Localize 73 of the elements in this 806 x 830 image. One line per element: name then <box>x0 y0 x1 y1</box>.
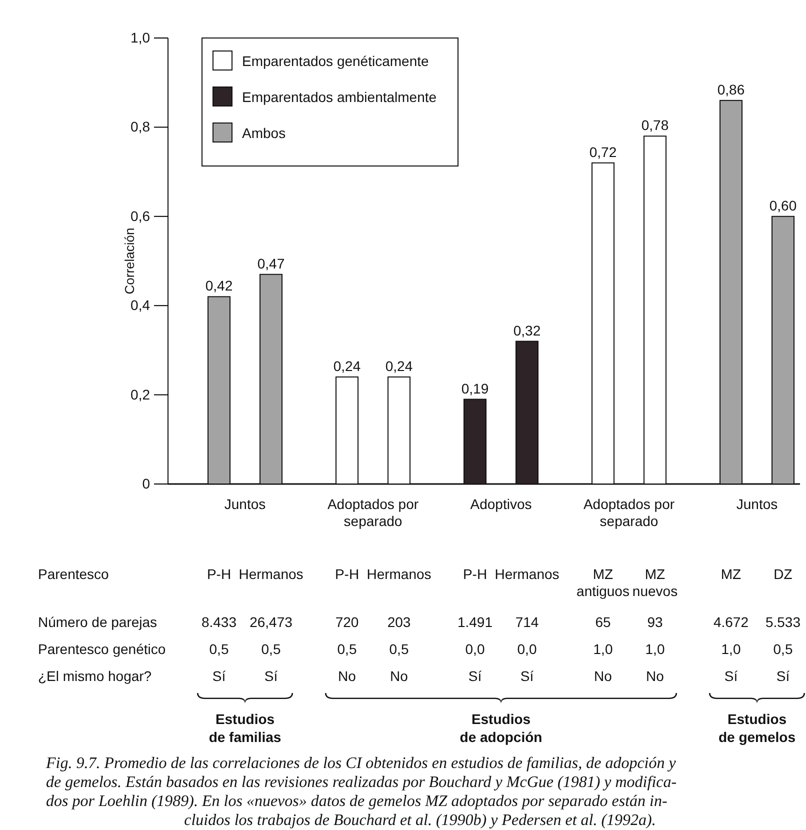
text: Número de parejas <box>38 614 158 630</box>
text: 65 <box>595 614 611 630</box>
data-label: 0,24 <box>385 358 413 374</box>
data-label: 0,72 <box>589 144 617 160</box>
data-label: 0,78 <box>641 117 669 134</box>
x-tick-label: MZ <box>720 566 742 582</box>
legend-label: Emparentados genéticamente <box>242 53 429 69</box>
text: 1,0 <box>645 641 665 657</box>
y-tick-label: 0 <box>142 475 150 492</box>
data-label: 0,86 <box>717 81 745 98</box>
text: Adoptados por separado <box>327 496 419 529</box>
text: 203 <box>387 614 411 630</box>
x-tick-label: Hermanos <box>238 566 304 582</box>
text: Sí <box>520 668 534 684</box>
text: Juntos <box>224 496 266 512</box>
text: Estudios de gemelos <box>718 711 796 745</box>
x-tick-label: MZ nuevos <box>632 566 678 599</box>
text: No <box>390 668 408 684</box>
data-label: 0,24 <box>333 358 361 374</box>
text: 0,5 <box>389 641 409 657</box>
text: 0,0 <box>517 641 537 657</box>
x-tick-label: P-H <box>334 566 360 582</box>
legend-label: Ambos <box>242 125 286 141</box>
text: Adoptados por separado <box>583 496 675 529</box>
x-tick-label: P-H <box>206 566 232 582</box>
text: Sí <box>468 668 482 684</box>
text: 26,473 <box>250 614 293 630</box>
text: Parentesco genético <box>38 641 166 657</box>
text: 0,0 <box>465 641 485 657</box>
data-label: 0,32 <box>513 322 541 338</box>
y-tick-label: 0,8 <box>130 118 150 135</box>
text: 0,5 <box>261 641 281 657</box>
text: 1,0 <box>593 641 613 657</box>
y-tick-label: 0,4 <box>130 297 150 314</box>
text: Sí <box>264 668 278 684</box>
caption: Fig. 9.7. Promedio de las correlaciones de los CI obtenidos en estudios de familias, de adopción y de gemelos. Están basados en las revisiones realizadas por Bouchard y McGue (1981) y modifica- dos por Loehlin (1989). En los «nuevos» datos de gemelos MZ adoptados por separado están in- cluidos los trabajos de Bouchard et al. (1990b) y Pedersen et al. (1992a). <box>45 755 677 829</box>
text: 1.491 <box>457 614 493 630</box>
data-label: 0,19 <box>461 380 489 396</box>
text: No <box>594 668 612 684</box>
x-tick-label: Hermanos <box>366 566 432 582</box>
text: No <box>646 668 664 684</box>
x-tick-label: P-H <box>462 566 488 582</box>
text: 8.433 <box>201 614 237 630</box>
text: Estudios de familias <box>208 711 282 745</box>
text: Sí <box>724 668 738 684</box>
text: 0,5 <box>773 641 793 657</box>
x-tick-label: MZ antiguos <box>576 566 630 599</box>
data-label: 0,60 <box>769 197 797 214</box>
text: 0,5 <box>337 641 357 657</box>
text: 720 <box>335 614 359 630</box>
y-tick-label: 0,2 <box>130 386 150 402</box>
text: 1,0 <box>721 641 741 657</box>
text: ¿El mismo hogar? <box>38 668 152 684</box>
text: 714 <box>515 614 539 630</box>
y-tick-label: 1,0 <box>130 29 150 46</box>
text: Adoptivos <box>470 496 532 512</box>
text: 93 <box>647 614 663 630</box>
text: Estudios de adopción <box>460 711 542 745</box>
data-label: 0,47 <box>257 255 285 272</box>
legend-label: Emparentados ambientalmente <box>242 89 437 105</box>
text: Sí <box>776 668 790 684</box>
x-tick-label: Hermanos <box>494 566 560 582</box>
text: Sí <box>212 668 226 684</box>
text: Parentesco <box>38 566 110 582</box>
y-tick-label: 0,6 <box>130 208 150 224</box>
text: No <box>338 668 356 684</box>
text: 4.672 <box>713 614 749 630</box>
text: 5.533 <box>765 614 801 630</box>
text: 0,5 <box>209 641 229 657</box>
y-axis-title: Correlación <box>122 228 137 294</box>
data-label: 0,42 <box>205 278 233 294</box>
text: Juntos <box>736 496 778 512</box>
x-tick-label: DZ <box>774 566 793 582</box>
